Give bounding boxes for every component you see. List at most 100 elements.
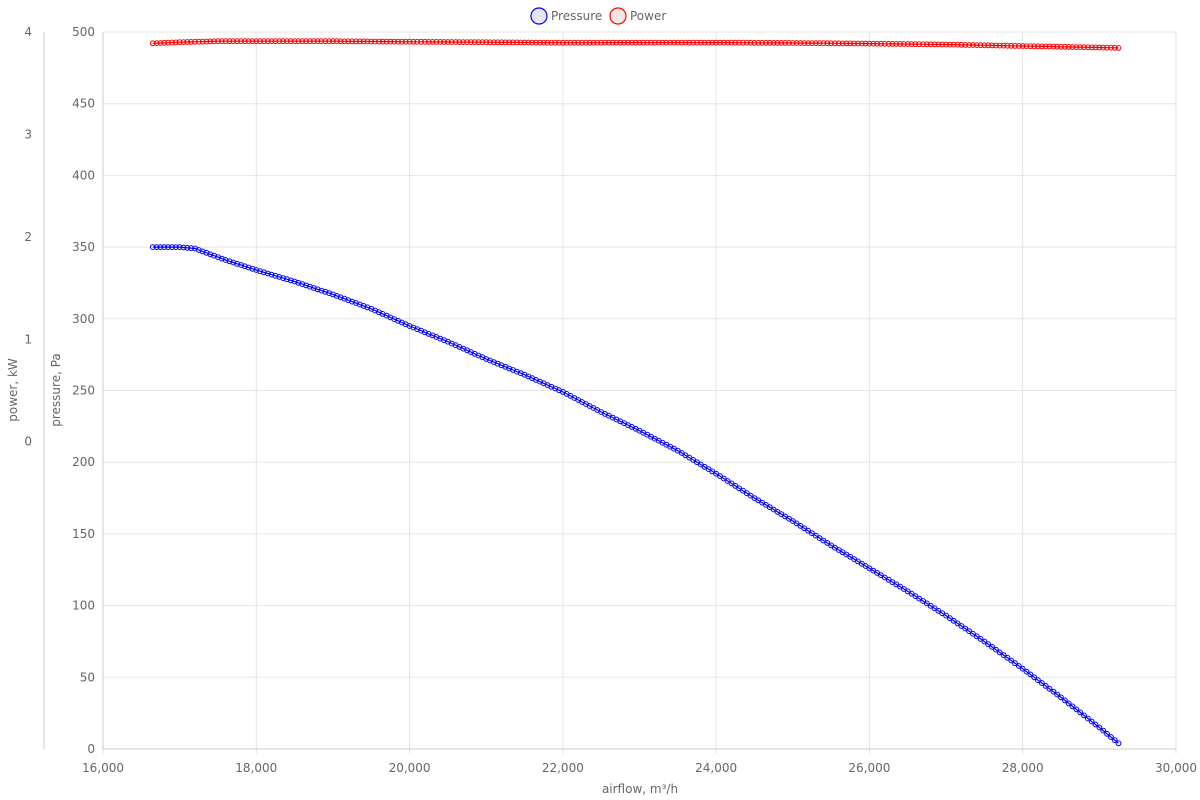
legend-pressure-marker[interactable] xyxy=(530,7,548,25)
power-point[interactable] xyxy=(284,38,290,45)
pressure-point[interactable] xyxy=(1019,665,1026,672)
power-point[interactable] xyxy=(1035,43,1041,50)
pressure-point[interactable] xyxy=(169,244,175,251)
pressure-point[interactable] xyxy=(188,245,195,252)
power-point[interactable] xyxy=(399,38,405,45)
power-point[interactable] xyxy=(211,38,218,45)
pressure-point[interactable] xyxy=(322,288,329,295)
power-point[interactable] xyxy=(172,39,179,46)
power-point[interactable] xyxy=(789,40,796,46)
power-point[interactable] xyxy=(184,39,191,45)
power-point[interactable] xyxy=(751,39,758,46)
power-point[interactable] xyxy=(445,39,451,45)
pressure-point[interactable] xyxy=(241,263,248,270)
power-point[interactable] xyxy=(188,39,195,45)
power-point[interactable] xyxy=(533,39,539,46)
power-point[interactable] xyxy=(287,38,294,45)
pressure-point[interactable] xyxy=(943,612,949,619)
pressure-point[interactable] xyxy=(1016,663,1022,669)
power-point[interactable] xyxy=(901,41,907,47)
power-point[interactable] xyxy=(360,38,367,45)
power-point[interactable] xyxy=(697,39,704,46)
pressure-point[interactable] xyxy=(1081,712,1087,719)
power-point[interactable] xyxy=(786,40,792,46)
pressure-point[interactable] xyxy=(234,260,241,267)
pressure-point[interactable] xyxy=(1050,688,1057,695)
power-point[interactable] xyxy=(1092,44,1099,51)
pressure-point[interactable] xyxy=(1111,737,1118,743)
pressure-point[interactable] xyxy=(184,244,191,251)
power-point[interactable] xyxy=(257,38,264,45)
power-point[interactable] xyxy=(1042,43,1049,50)
power-point[interactable] xyxy=(460,39,467,45)
power-point[interactable] xyxy=(636,39,643,46)
pressure-point[interactable] xyxy=(1069,703,1076,710)
legend-pressure-label[interactable]: Pressure xyxy=(551,9,602,23)
pressure-point[interactable] xyxy=(226,258,233,265)
power-point[interactable] xyxy=(341,38,348,45)
power-point[interactable] xyxy=(353,38,359,45)
pressure-point[interactable] xyxy=(337,294,344,301)
pressure-point[interactable] xyxy=(1062,697,1068,704)
power-point[interactable] xyxy=(855,40,861,47)
power-point[interactable] xyxy=(456,39,463,45)
power-point[interactable] xyxy=(766,39,773,46)
power-point[interactable] xyxy=(529,39,536,46)
power-point[interactable] xyxy=(1012,43,1018,49)
pressure-point[interactable] xyxy=(157,244,164,251)
power-point[interactable] xyxy=(962,42,969,48)
power-point[interactable] xyxy=(1115,45,1122,51)
power-point[interactable] xyxy=(310,38,317,45)
power-point[interactable] xyxy=(671,39,677,46)
power-point[interactable] xyxy=(977,42,984,49)
power-point[interactable] xyxy=(973,42,980,48)
power-point[interactable] xyxy=(824,40,831,47)
pressure-point[interactable] xyxy=(1115,740,1122,747)
pressure-point[interactable] xyxy=(966,628,972,634)
power-point[interactable] xyxy=(364,38,371,45)
power-point[interactable] xyxy=(153,40,160,46)
pressure-point[interactable] xyxy=(238,262,244,268)
power-point[interactable] xyxy=(954,41,961,48)
power-point[interactable] xyxy=(1004,42,1011,49)
power-point[interactable] xyxy=(307,38,313,45)
power-point[interactable] xyxy=(1081,44,1087,51)
power-point[interactable] xyxy=(927,41,934,48)
power-point[interactable] xyxy=(318,38,325,45)
power-point[interactable] xyxy=(276,38,283,45)
power-point[interactable] xyxy=(1096,44,1103,51)
pressure-point[interactable] xyxy=(310,285,317,291)
power-point[interactable] xyxy=(387,38,394,45)
power-point[interactable] xyxy=(820,40,827,47)
power-point[interactable] xyxy=(337,38,344,45)
power-point[interactable] xyxy=(425,39,432,45)
pressure-point[interactable] xyxy=(299,281,306,288)
power-point[interactable] xyxy=(222,38,229,45)
power-point[interactable] xyxy=(479,39,486,46)
pressure-point[interactable] xyxy=(222,257,229,263)
legend-power-marker[interactable] xyxy=(609,7,627,25)
pressure-point[interactable] xyxy=(257,268,264,275)
power-point[interactable] xyxy=(613,39,620,46)
pressure-point[interactable] xyxy=(977,636,984,642)
power-point[interactable] xyxy=(452,39,459,45)
power-point[interactable] xyxy=(858,40,865,47)
power-point[interactable] xyxy=(605,39,612,46)
power-point[interactable] xyxy=(261,38,267,45)
power-point[interactable] xyxy=(548,39,555,46)
power-point[interactable] xyxy=(349,38,356,45)
power-point[interactable] xyxy=(268,38,275,45)
power-point[interactable] xyxy=(149,40,156,47)
power-point[interactable] xyxy=(989,42,995,49)
pressure-point[interactable] xyxy=(261,269,267,276)
pressure-point[interactable] xyxy=(950,617,957,624)
power-point[interactable] xyxy=(801,40,808,46)
power-point[interactable] xyxy=(644,39,651,46)
power-point[interactable] xyxy=(241,38,248,45)
power-point[interactable] xyxy=(958,41,965,48)
power-point[interactable] xyxy=(272,38,279,45)
power-point[interactable] xyxy=(1054,43,1061,50)
pressure-point[interactable] xyxy=(1031,674,1038,681)
pressure-point[interactable] xyxy=(253,267,260,273)
power-point[interactable] xyxy=(330,38,336,45)
